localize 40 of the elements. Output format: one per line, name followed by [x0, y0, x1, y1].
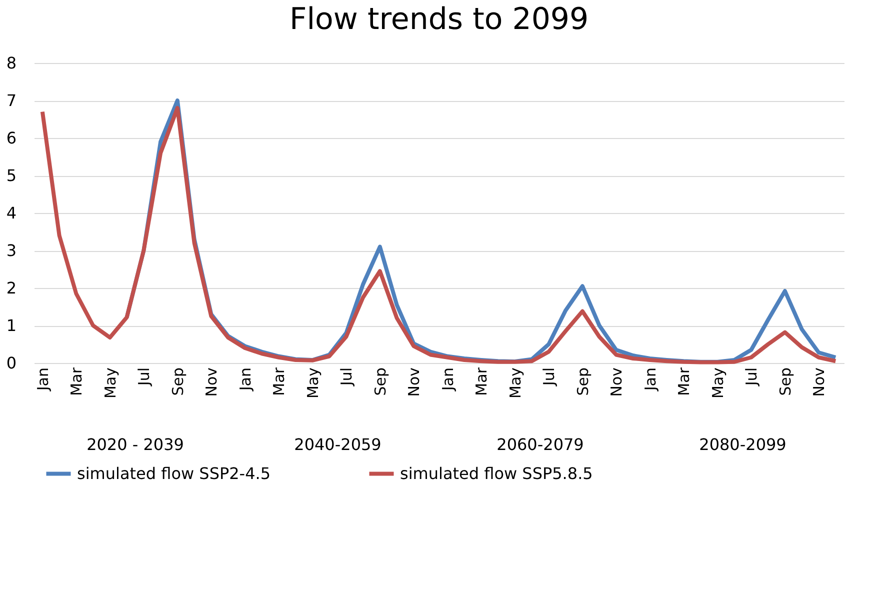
x-tick-label: Mar: [68, 366, 86, 396]
x-tick-label: Nov: [405, 367, 424, 397]
legend-label: simulated flow SSP2-4.5: [77, 464, 271, 483]
x-tick-label: Sep: [776, 368, 794, 396]
x-tick-label: Jul: [540, 368, 558, 387]
chart-title: Flow trends to 2099: [289, 2, 589, 37]
y-tick-label: 2: [6, 278, 16, 298]
x-tick-label: May: [506, 367, 524, 399]
y-tick-label: 0: [6, 354, 16, 372]
x-tick-label: Sep: [371, 368, 390, 396]
x-tick-label: May: [304, 367, 322, 399]
y-tick-label: 5: [6, 166, 16, 185]
x-tick-label: Jul: [338, 368, 356, 387]
x-tick-label: Jan: [236, 368, 254, 392]
x-tick-label: Nov: [810, 367, 828, 397]
x-tick-label: May: [101, 367, 120, 399]
x-tick-label: Jan: [34, 368, 52, 392]
y-tick-label: 4: [6, 204, 16, 222]
x-tick-label: Nov: [608, 367, 626, 397]
y-tick-label: 3: [6, 241, 16, 260]
y-tick-label: 7: [6, 91, 16, 110]
x-tick-label: Sep: [574, 368, 592, 396]
x-tick-label: Jan: [641, 368, 660, 392]
text: 2060-2079: [496, 435, 584, 454]
x-tick-label: May: [708, 367, 727, 399]
x-tick-label: Jul: [742, 368, 761, 387]
x-tick-label: Mar: [270, 366, 288, 396]
x-tick-label: Jul: [135, 368, 154, 387]
legend-label: simulated flow SSP5.8.5: [400, 464, 593, 483]
x-tick-label: Jan: [438, 368, 457, 392]
x-tick-label: Nov: [202, 367, 221, 397]
x-tick-label: Sep: [168, 368, 187, 396]
x-tick-label: Mar: [675, 366, 694, 396]
text: 2080-2099: [699, 435, 786, 454]
x-tick-label: Mar: [472, 366, 491, 396]
y-tick-label: 8: [6, 54, 16, 72]
text: 2040-2059: [294, 435, 382, 454]
y-tick-label: 6: [6, 128, 16, 148]
text: 2020 - 2039: [86, 435, 184, 454]
y-tick-label: 1: [6, 316, 16, 335]
